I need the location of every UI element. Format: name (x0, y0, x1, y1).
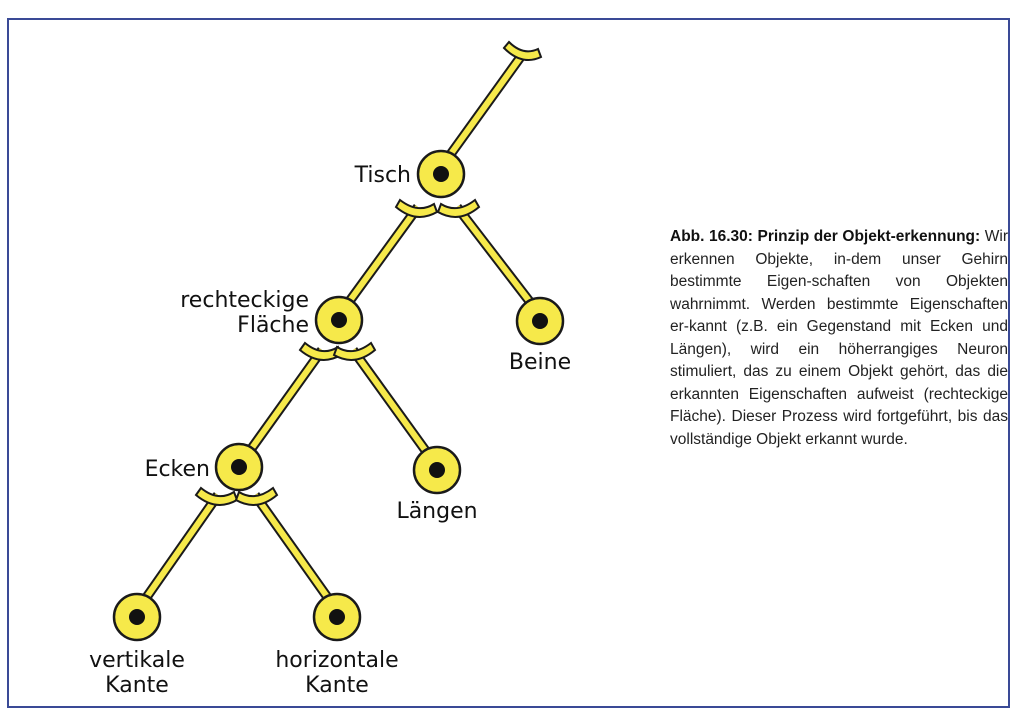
axons (141, 52, 534, 601)
label-vertikale-kante-line2: Kante (105, 673, 169, 698)
figure-caption: Abb. 16.30: Prinzip der Objekt-erkennung… (670, 226, 1008, 451)
label-beine: Beine (509, 350, 571, 375)
neuron-rechteckige-flaeche (314, 295, 364, 345)
neuron-beine (515, 296, 565, 346)
neuron-horizontale-kante (312, 592, 362, 642)
neuron-laengen (412, 445, 462, 495)
synapse-terminal (332, 341, 377, 361)
label-laengen: Längen (396, 499, 477, 524)
synapse-terminals (194, 40, 543, 506)
label-tisch: Tisch (354, 163, 411, 188)
label-horizontale-line1: horizontale (275, 648, 398, 673)
label-flaeche-line2: Fläche (237, 313, 309, 338)
figure-frame (7, 18, 1010, 708)
label-horizontale-kante-line2: Kante (305, 673, 369, 698)
label-rechteckige-line1: rechteckige (180, 288, 309, 313)
label-vertikale-line1: vertikale (89, 648, 185, 673)
synapse-terminal (234, 486, 279, 506)
neuron-vertikale-kante (112, 592, 162, 642)
caption-body: Wir erkennen Objekte, in-dem unser Gehir… (670, 228, 1008, 448)
neuron-ecken (214, 442, 264, 492)
label-ecken: Ecken (145, 457, 210, 482)
caption-title: Abb. 16.30: Prinzip der Objekt-erkennung… (670, 228, 981, 245)
synapse-terminal (194, 486, 239, 506)
synapse-terminal (502, 40, 543, 61)
synapse-terminal (394, 198, 439, 218)
neuron-tisch (416, 149, 466, 199)
synapse-terminal (436, 198, 481, 218)
